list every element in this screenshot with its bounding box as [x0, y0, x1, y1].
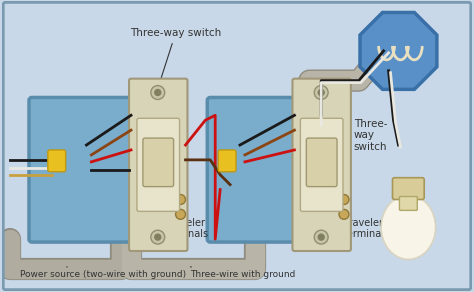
- Circle shape: [175, 209, 185, 219]
- FancyBboxPatch shape: [301, 118, 343, 211]
- Text: Three-
way
switch: Three- way switch: [327, 119, 387, 152]
- Text: Power source (two-wire with ground): Power source (two-wire with ground): [20, 267, 186, 279]
- Circle shape: [318, 234, 324, 240]
- Circle shape: [151, 86, 164, 100]
- Circle shape: [339, 194, 349, 204]
- Circle shape: [155, 234, 161, 240]
- Circle shape: [318, 90, 324, 95]
- Text: Three-wire with ground: Three-wire with ground: [191, 267, 296, 279]
- FancyBboxPatch shape: [306, 138, 337, 187]
- Text: Traveler
terminals: Traveler terminals: [163, 218, 209, 239]
- FancyBboxPatch shape: [392, 178, 424, 199]
- Circle shape: [314, 86, 328, 100]
- FancyBboxPatch shape: [129, 79, 188, 251]
- FancyBboxPatch shape: [137, 118, 180, 211]
- Text: Traveler
terminals: Traveler terminals: [339, 217, 390, 239]
- Ellipse shape: [381, 195, 436, 259]
- FancyBboxPatch shape: [29, 98, 144, 242]
- Circle shape: [155, 90, 161, 95]
- Circle shape: [151, 230, 164, 244]
- Polygon shape: [360, 13, 437, 89]
- FancyBboxPatch shape: [143, 138, 173, 187]
- Circle shape: [339, 209, 349, 219]
- FancyBboxPatch shape: [218, 150, 236, 172]
- Circle shape: [175, 194, 185, 204]
- FancyBboxPatch shape: [400, 197, 417, 210]
- Circle shape: [314, 230, 328, 244]
- FancyBboxPatch shape: [48, 150, 65, 172]
- Text: Three-way switch: Three-way switch: [130, 28, 221, 86]
- FancyBboxPatch shape: [292, 79, 351, 251]
- FancyBboxPatch shape: [207, 98, 312, 242]
